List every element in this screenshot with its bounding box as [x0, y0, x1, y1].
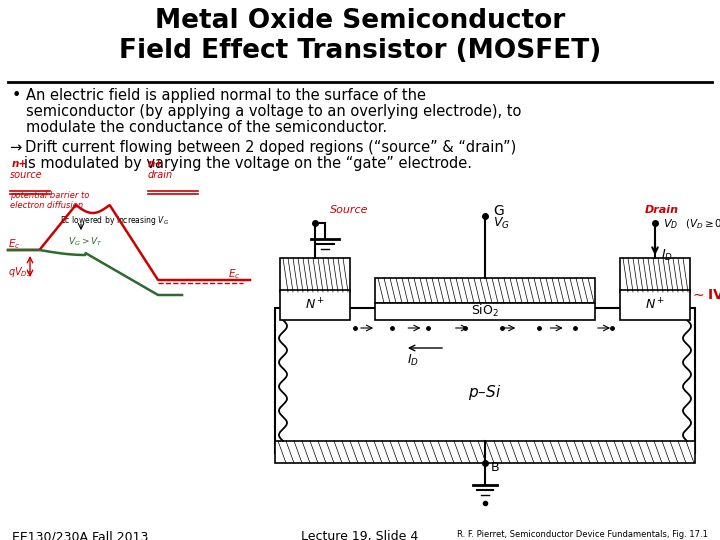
- Text: Field Effect Transistor (MOSFET): Field Effect Transistor (MOSFET): [119, 38, 601, 64]
- Text: EE130/230A Fall 2013: EE130/230A Fall 2013: [12, 530, 148, 540]
- Text: modulate the conductance of the semiconductor.: modulate the conductance of the semicond…: [26, 120, 387, 135]
- Bar: [280, 290, 350, 320]
- Text: $E_c$: $E_c$: [228, 267, 240, 281]
- Text: $V_G>V_T$: $V_G>V_T$: [68, 236, 103, 248]
- Text: n+: n+: [148, 159, 164, 169]
- Text: $V_D$: $V_D$: [663, 217, 678, 231]
- Bar: [375, 303, 595, 320]
- Text: electron diffusion: electron diffusion: [10, 201, 83, 210]
- Text: $E_c$: $E_c$: [8, 237, 20, 251]
- Text: is modulated by varying the voltage on the “gate” electrode.: is modulated by varying the voltage on t…: [10, 156, 472, 171]
- Bar: [620, 258, 690, 292]
- Text: $N^+$: $N^+$: [305, 298, 325, 313]
- Text: Lecture 19, Slide 4: Lecture 19, Slide 4: [302, 530, 418, 540]
- Text: Metal Oxide Semiconductor: Metal Oxide Semiconductor: [155, 8, 565, 34]
- Text: •: •: [12, 88, 22, 103]
- Text: semiconductor (by applying a voltage to an overlying electrode), to: semiconductor (by applying a voltage to …: [26, 104, 521, 119]
- Text: n+: n+: [12, 159, 28, 169]
- Bar: [280, 258, 350, 292]
- Text: Drain: Drain: [645, 205, 679, 215]
- Text: potential barrier to: potential barrier to: [10, 191, 89, 200]
- Text: $I_D$: $I_D$: [661, 248, 673, 263]
- Text: An electric field is applied normal to the surface of the: An electric field is applied normal to t…: [26, 88, 426, 103]
- Text: → Drift current flowing between 2 doped regions (“source” & “drain”): → Drift current flowing between 2 doped …: [10, 140, 516, 155]
- Text: $N^+$: $N^+$: [645, 298, 665, 313]
- Text: R. F. Pierret, Semiconductor Device Fundamentals, Fig. 17.1: R. F. Pierret, Semiconductor Device Fund…: [457, 530, 708, 539]
- Text: $I_D$: $I_D$: [407, 353, 419, 368]
- Bar: [375, 278, 595, 303]
- Text: $V_G$: $V_G$: [493, 216, 510, 231]
- Bar: [275, 308, 695, 453]
- Bar: [275, 441, 695, 463]
- Text: B: B: [491, 461, 500, 474]
- Text: $\sim$IV: $\sim$IV: [690, 288, 720, 302]
- Text: source: source: [10, 170, 42, 180]
- Text: drain: drain: [148, 170, 173, 180]
- Text: $p$–Si: $p$–Si: [469, 383, 502, 402]
- Text: $(V_D \geq 0)$: $(V_D \geq 0)$: [685, 217, 720, 231]
- Text: G: G: [493, 204, 504, 218]
- Text: $qV_{DS}$: $qV_{DS}$: [8, 265, 32, 279]
- Text: SiO$_2$: SiO$_2$: [471, 303, 499, 319]
- Text: Source: Source: [330, 205, 369, 215]
- Text: Ec lowered by increasing $V_G$: Ec lowered by increasing $V_G$: [60, 214, 169, 227]
- Bar: [620, 290, 690, 320]
